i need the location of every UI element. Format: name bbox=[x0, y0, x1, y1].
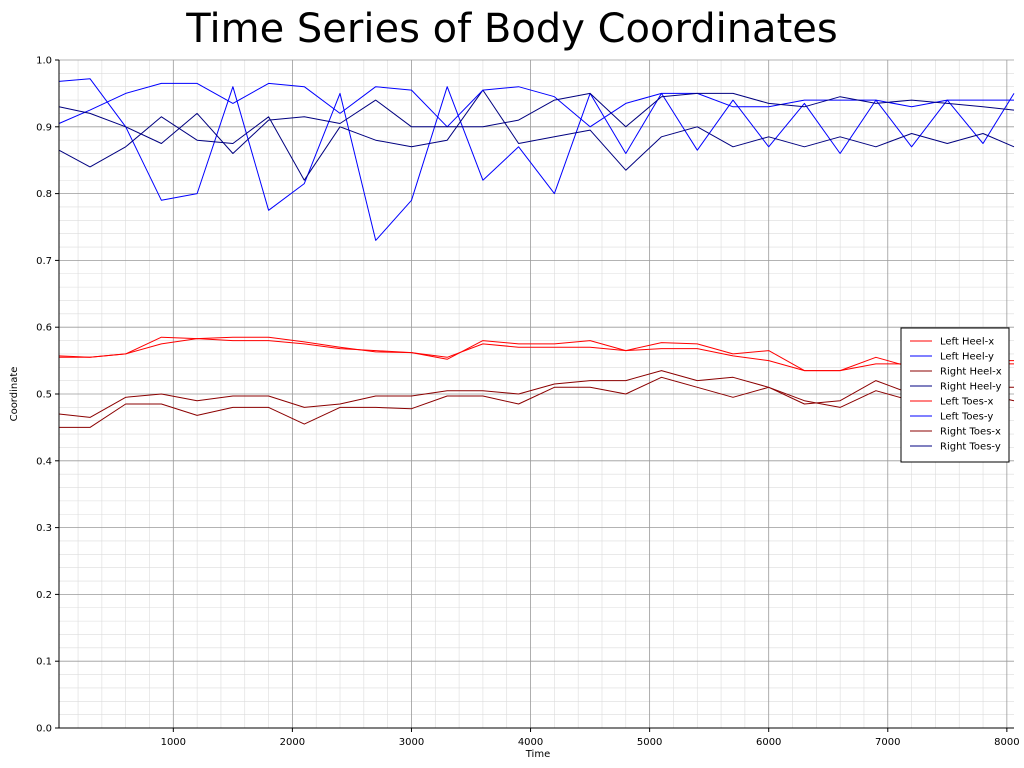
y-tick-label: 0.3 bbox=[36, 523, 52, 534]
x-tick-label: 1000 bbox=[161, 737, 186, 748]
series-line-4 bbox=[58, 338, 1014, 372]
chart-title: Time Series of Body Coordinates bbox=[186, 6, 838, 52]
series-line-6 bbox=[59, 376, 1015, 428]
x-tick-label: 3000 bbox=[399, 737, 424, 748]
series-line-1 bbox=[58, 78, 1015, 241]
y-tick-label: 0.7 bbox=[36, 256, 52, 267]
y-tick-label: 0.8 bbox=[36, 189, 52, 200]
legend-entry: Left Heel-y bbox=[940, 352, 994, 363]
y-axis-label: Coordinate bbox=[9, 367, 20, 422]
x-tick-label: 8000 bbox=[994, 737, 1019, 748]
grid-layer bbox=[59, 59, 1014, 729]
series-line-5 bbox=[58, 82, 1014, 128]
series-line-7 bbox=[58, 92, 1015, 154]
axes-layer: 1000 2000 3000 4000 5000 6000 7000 8000 0.0 0.1 0.… bbox=[36, 56, 1019, 749]
x-tick-label: 7000 bbox=[875, 737, 900, 748]
legend-entry: Right Toes-x bbox=[940, 427, 1001, 438]
y-tick-label: 1.0 bbox=[36, 56, 52, 67]
legend: Left Heel-x Left Heel-y Right Heel-x Right … bbox=[900, 327, 1010, 463]
legend-entry: Left Heel-x bbox=[940, 337, 994, 348]
legend-entry: Right Heel-y bbox=[940, 382, 1002, 393]
x-tick-label: 6000 bbox=[756, 737, 781, 748]
series-line-2 bbox=[58, 370, 1014, 418]
series-layer bbox=[58, 78, 1015, 428]
y-tick-label: 0.6 bbox=[36, 323, 52, 334]
legend-entry: Right Toes-y bbox=[940, 442, 1001, 453]
y-tick-label: 0.5 bbox=[36, 390, 52, 401]
legend-entry: Right Heel-x bbox=[940, 367, 1002, 378]
y-tick-label: 0.9 bbox=[36, 122, 52, 133]
legend-entry: Left Toes-y bbox=[940, 412, 993, 423]
x-axis-label: Time bbox=[525, 749, 550, 760]
series-line-3 bbox=[58, 89, 1015, 181]
y-tick-label: 0.0 bbox=[36, 724, 52, 735]
series-line-0 bbox=[59, 336, 1014, 372]
x-tick-label: 5000 bbox=[637, 737, 662, 748]
legend-box bbox=[900, 327, 1010, 463]
x-tick-label: 2000 bbox=[280, 737, 305, 748]
x-tick-label: 4000 bbox=[518, 737, 543, 748]
y-tick-label: 0.1 bbox=[36, 657, 52, 668]
y-tick-label: 0.4 bbox=[36, 456, 52, 467]
y-tick-label: 0.2 bbox=[36, 590, 52, 601]
legend-entry: Left Toes-x bbox=[940, 397, 993, 408]
